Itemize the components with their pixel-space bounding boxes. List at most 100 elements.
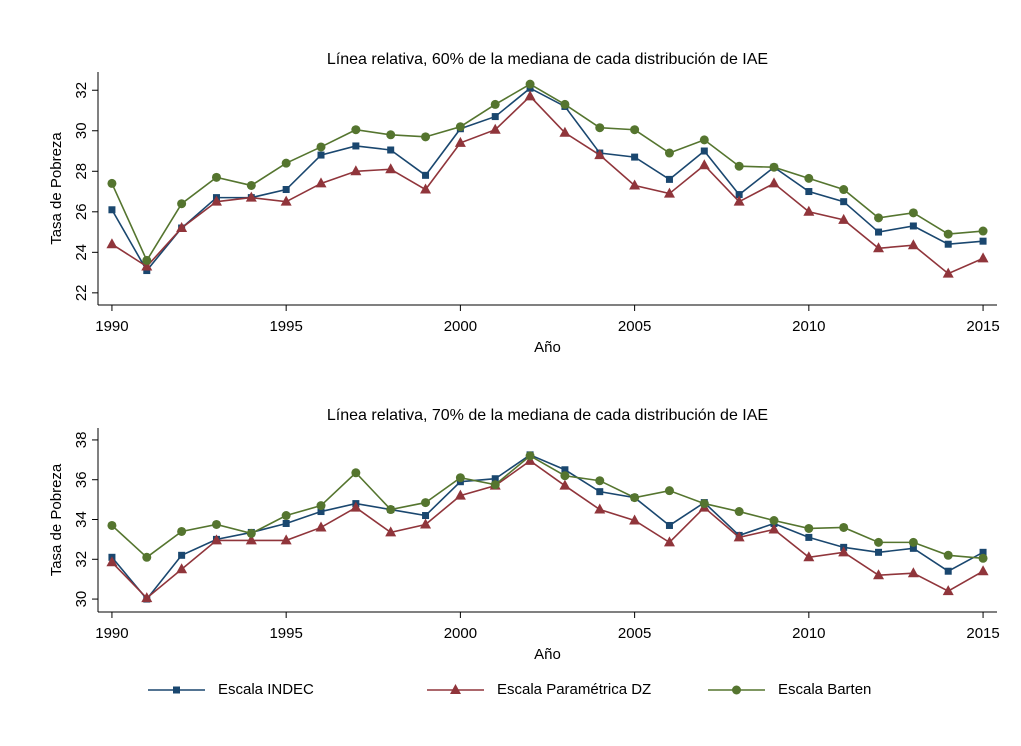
marker-triangle [838, 213, 850, 224]
y-axis-label: Tasa de Pobreza [48, 463, 65, 576]
x-tick-label: 2010 [792, 625, 825, 642]
marker-circle [177, 199, 187, 209]
legend-label: Escala Barten [778, 681, 871, 698]
marker-triangle [663, 536, 675, 547]
chart-title: Línea relativa, 60% de la mediana de cad… [327, 51, 768, 68]
marker-square [596, 488, 604, 496]
marker-triangle [176, 563, 188, 574]
marker-triangle [873, 242, 885, 253]
marker-triangle [210, 534, 222, 545]
marker-triangle [210, 195, 222, 206]
marker-square [317, 151, 325, 159]
marker-square [665, 521, 673, 529]
y-tick-label: 32 [73, 551, 90, 568]
marker-triangle [245, 534, 257, 545]
marker-circle [664, 486, 674, 496]
series-line [111, 95, 984, 275]
marker-circle [664, 148, 674, 158]
marker-circle [839, 185, 849, 195]
marker-circle [142, 552, 152, 562]
marker-square [875, 548, 883, 556]
x-tick-label: 1995 [269, 318, 302, 335]
marker-square [735, 191, 743, 199]
marker-circle [560, 471, 570, 481]
x-tick-label: 2000 [444, 625, 477, 642]
marker-triangle [385, 163, 397, 174]
marker-circle [246, 528, 256, 538]
marker-circle [804, 523, 814, 533]
marker-square [491, 113, 499, 121]
marker-triangle [977, 252, 989, 263]
marker-circle [142, 255, 152, 265]
marker-triangle [141, 260, 153, 271]
marker-circle [490, 480, 500, 490]
marker-square [108, 206, 116, 214]
marker-circle [595, 123, 605, 133]
marker-circle [732, 685, 741, 695]
marker-triangle [594, 503, 606, 514]
marker-circle [734, 161, 744, 171]
y-tick-label: 24 [73, 244, 90, 261]
y-tick-label: 36 [73, 471, 90, 488]
marker-triangle [559, 126, 571, 137]
marker-triangle [629, 514, 641, 525]
marker-triangle [942, 267, 954, 278]
marker-triangle [315, 521, 327, 532]
marker-circle [839, 522, 849, 532]
marker-triangle [838, 546, 850, 557]
y-tick-label: 38 [73, 432, 90, 449]
y-tick-label: 26 [73, 203, 90, 220]
marker-circle [211, 172, 221, 182]
marker-square [944, 240, 952, 248]
marker-triangle [524, 90, 536, 101]
marker-triangle [420, 518, 432, 529]
x-tick-label: 2010 [792, 318, 825, 335]
x-tick-label: 2015 [966, 318, 999, 335]
marker-triangle [594, 149, 606, 160]
series-line [111, 459, 984, 600]
marker-triangle [350, 165, 362, 176]
x-tick-label: 1990 [95, 625, 128, 642]
x-axis-label: Año [534, 339, 561, 356]
marker-circle [421, 132, 431, 142]
marker-triangle [768, 177, 780, 188]
y-tick-label: 32 [73, 82, 90, 99]
marker-circle [386, 505, 396, 515]
marker-circle [908, 208, 918, 218]
marker-circle [525, 79, 535, 89]
marker-square [317, 508, 325, 516]
marker-square [173, 686, 180, 694]
marker-triangle [280, 534, 292, 545]
marker-square [805, 188, 813, 196]
legend-label: Escala Paramétrica DZ [497, 681, 651, 698]
marker-circle [490, 99, 500, 109]
marker-triangle [420, 183, 432, 194]
marker-circle [769, 515, 779, 525]
marker-circle [351, 468, 361, 478]
marker-circle [281, 158, 291, 168]
marker-square [352, 142, 360, 150]
marker-circle [455, 122, 465, 132]
marker-triangle [450, 684, 461, 694]
x-tick-label: 1990 [95, 318, 128, 335]
marker-triangle [280, 195, 292, 206]
marker-circle [316, 142, 326, 152]
y-tick-label: 30 [73, 122, 90, 139]
marker-circle [630, 493, 640, 503]
marker-circle [874, 537, 884, 547]
y-tick-label: 22 [73, 284, 90, 301]
y-tick-label: 30 [73, 591, 90, 608]
series-line [111, 87, 984, 272]
marker-triangle [803, 551, 815, 562]
marker-triangle [385, 526, 397, 537]
marker-square [282, 186, 290, 194]
marker-triangle [733, 195, 745, 206]
marker-square [631, 153, 639, 161]
x-axis-label: Año [534, 646, 561, 663]
marker-triangle [106, 238, 118, 249]
chart-title: Línea relativa, 70% de la mediana de cad… [327, 407, 768, 424]
marker-square [387, 146, 395, 154]
marker-circle [943, 229, 953, 239]
marker-square [282, 519, 290, 527]
